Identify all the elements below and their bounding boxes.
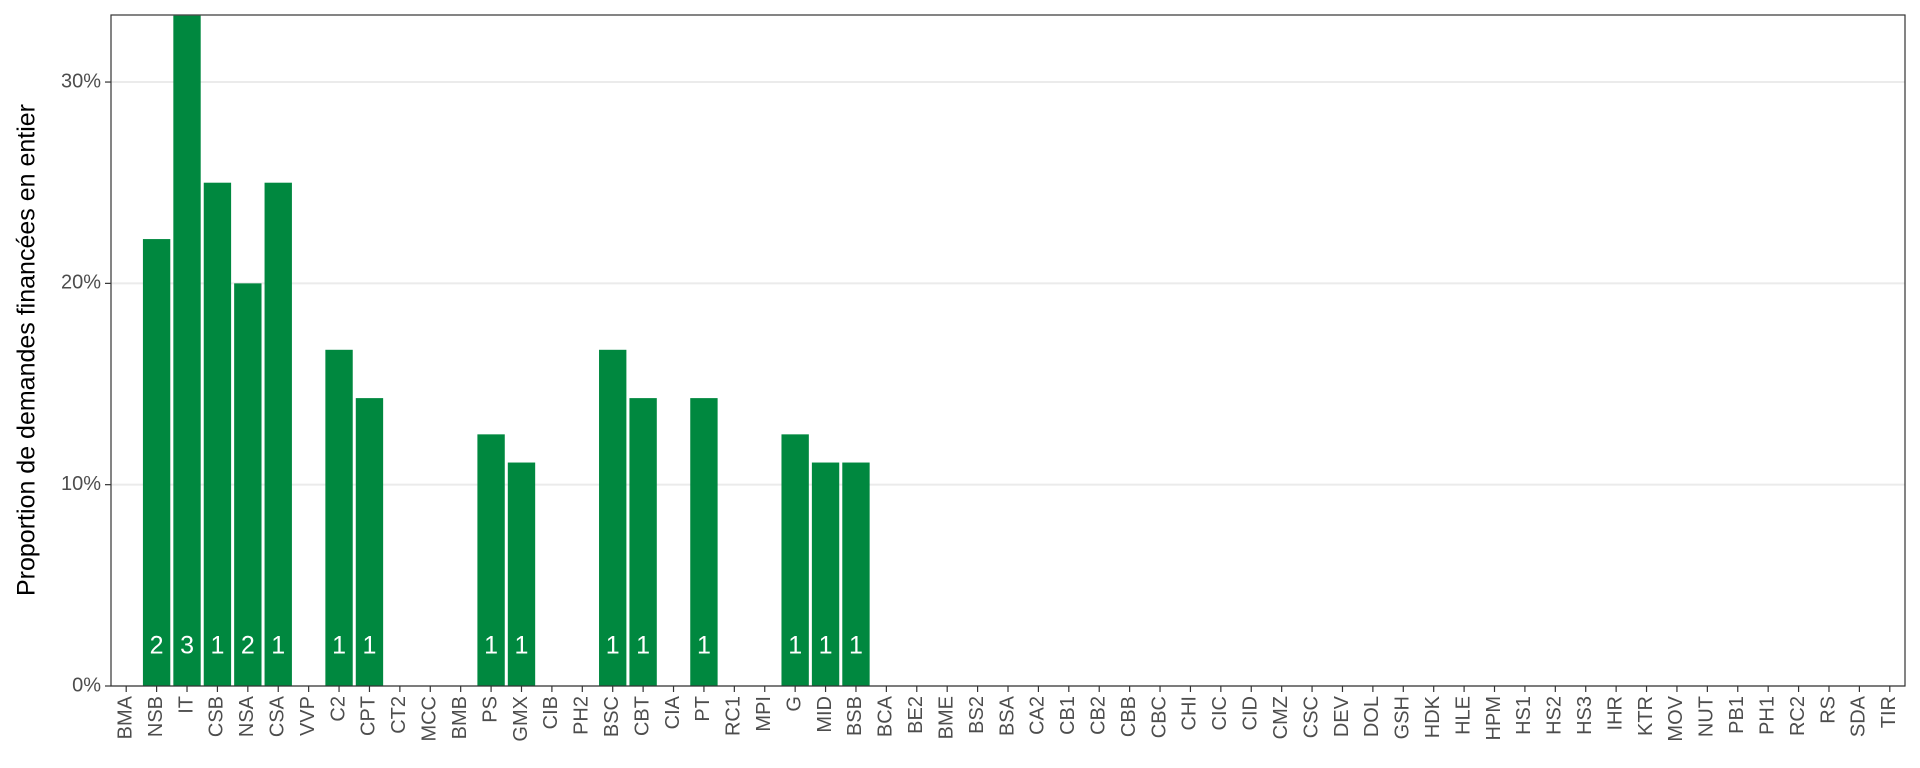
x-tick-label: CPT: [358, 696, 380, 736]
count-label: 1: [515, 632, 529, 660]
x-tick-label: CIA: [662, 695, 684, 729]
x-tick-label: RC1: [723, 696, 745, 736]
x-tick-label: C2: [327, 696, 349, 722]
x-tick-label: BE2: [905, 696, 927, 734]
x-tick-label: PB1: [1726, 696, 1748, 734]
x-tick-label: PH2: [571, 696, 593, 735]
count-label: 1: [606, 632, 620, 660]
count-label: 3: [180, 632, 194, 660]
y-tick-label: 10%: [61, 473, 101, 495]
x-tick-label: CBB: [1118, 696, 1140, 737]
bar: [264, 182, 292, 686]
x-tick-label: BSB: [844, 696, 866, 736]
count-label: 1: [636, 632, 650, 660]
count-label: 1: [819, 632, 833, 660]
bar: [325, 349, 353, 686]
x-tick-label: VVP: [297, 696, 319, 736]
x-tick-label: DOL: [1361, 696, 1383, 737]
count-label: 1: [849, 632, 863, 660]
x-tick-label: NSB: [145, 696, 167, 737]
bar: [690, 398, 718, 686]
plot-border: [110, 14, 1906, 687]
bar: [781, 434, 809, 686]
x-tick-label: BS2: [966, 696, 988, 734]
x-tick-label: IHR: [1604, 696, 1626, 730]
x-tick-label: DEV: [1331, 695, 1353, 737]
x-tick-label: CMZ: [1270, 696, 1292, 739]
x-tick-label: NSA: [236, 695, 258, 737]
x-tick-label: NUT: [1696, 696, 1718, 737]
x-tick-label: CSB: [206, 696, 228, 737]
count-label: 1: [271, 632, 285, 660]
x-tick-label: RC2: [1787, 696, 1809, 736]
count-label: 1: [363, 632, 377, 660]
x-tick-label: HS2: [1544, 696, 1566, 735]
x-tick-label: GSH: [1392, 696, 1414, 739]
x-tick-label: CBT: [631, 696, 653, 736]
x-tick-label: BME: [935, 696, 957, 739]
x-tick-label: HDK: [1422, 695, 1444, 738]
x-tick-label: CID: [1240, 696, 1262, 730]
bar: [477, 434, 505, 686]
bar: [842, 462, 870, 686]
x-tick-label: PS: [479, 696, 501, 723]
count-label: 1: [788, 632, 802, 660]
bar: [355, 398, 384, 686]
x-tick-label: MCC: [419, 696, 441, 742]
y-tick-label: 30%: [61, 70, 101, 92]
x-tick-label: IT: [175, 696, 197, 714]
x-tick-label: HS3: [1574, 696, 1596, 735]
x-tick-label: CIC: [1209, 696, 1231, 730]
x-tick-label: TIR: [1878, 696, 1900, 728]
x-tick-label: CSA: [267, 695, 289, 737]
x-tick-label: BMB: [449, 696, 471, 739]
bar: [811, 462, 840, 686]
count-label: 1: [210, 632, 224, 660]
bar: [234, 283, 262, 686]
bar: [599, 349, 627, 686]
count-label: 1: [332, 632, 346, 660]
x-tick-label: CB2: [1088, 696, 1110, 735]
x-tick-label: BSA: [996, 695, 1018, 736]
count-label: 1: [484, 632, 498, 660]
x-tick-label: CB1: [1057, 696, 1079, 735]
count-label: 2: [150, 632, 164, 660]
bar: [142, 239, 171, 686]
x-tick-label: MID: [814, 696, 836, 733]
x-tick-label: MPI: [753, 696, 775, 732]
x-tick-label: GMX: [510, 696, 532, 742]
x-tick-label: SDA: [1848, 695, 1870, 737]
x-tick-label: BMA: [114, 695, 136, 739]
bar: [173, 15, 201, 687]
x-tick-label: CBC: [1148, 696, 1170, 738]
x-tick-label: MOV: [1665, 695, 1687, 741]
y-tick-label: 0%: [72, 674, 101, 696]
count-label: 1: [697, 632, 711, 660]
x-tick-label: BSC: [601, 696, 623, 737]
bar: [203, 182, 232, 686]
x-tick-label: HLE: [1452, 696, 1474, 735]
x-tick-label: RS: [1817, 696, 1839, 724]
y-axis-label: Proportion de demandes financées en enti…: [13, 104, 41, 596]
x-tick-label: BCA: [875, 695, 897, 737]
y-tick-label: 20%: [61, 272, 101, 294]
x-tick-label: CHI: [1179, 696, 1201, 730]
x-tick-label: PT: [692, 696, 714, 722]
x-tick-label: CSC: [1300, 696, 1322, 738]
bar: [507, 462, 536, 686]
x-tick-label: CT2: [388, 696, 410, 734]
x-tick-label: KTR: [1635, 696, 1657, 736]
x-tick-label: HPM: [1483, 696, 1505, 740]
x-tick-label: HS1: [1513, 696, 1535, 735]
x-tick-label: CA2: [1027, 696, 1049, 735]
bar: [629, 398, 657, 686]
count-label: 2: [241, 632, 255, 660]
x-tick-label: G: [783, 696, 805, 712]
x-tick-label: PH1: [1756, 696, 1778, 735]
x-tick-label: CIB: [540, 696, 562, 729]
